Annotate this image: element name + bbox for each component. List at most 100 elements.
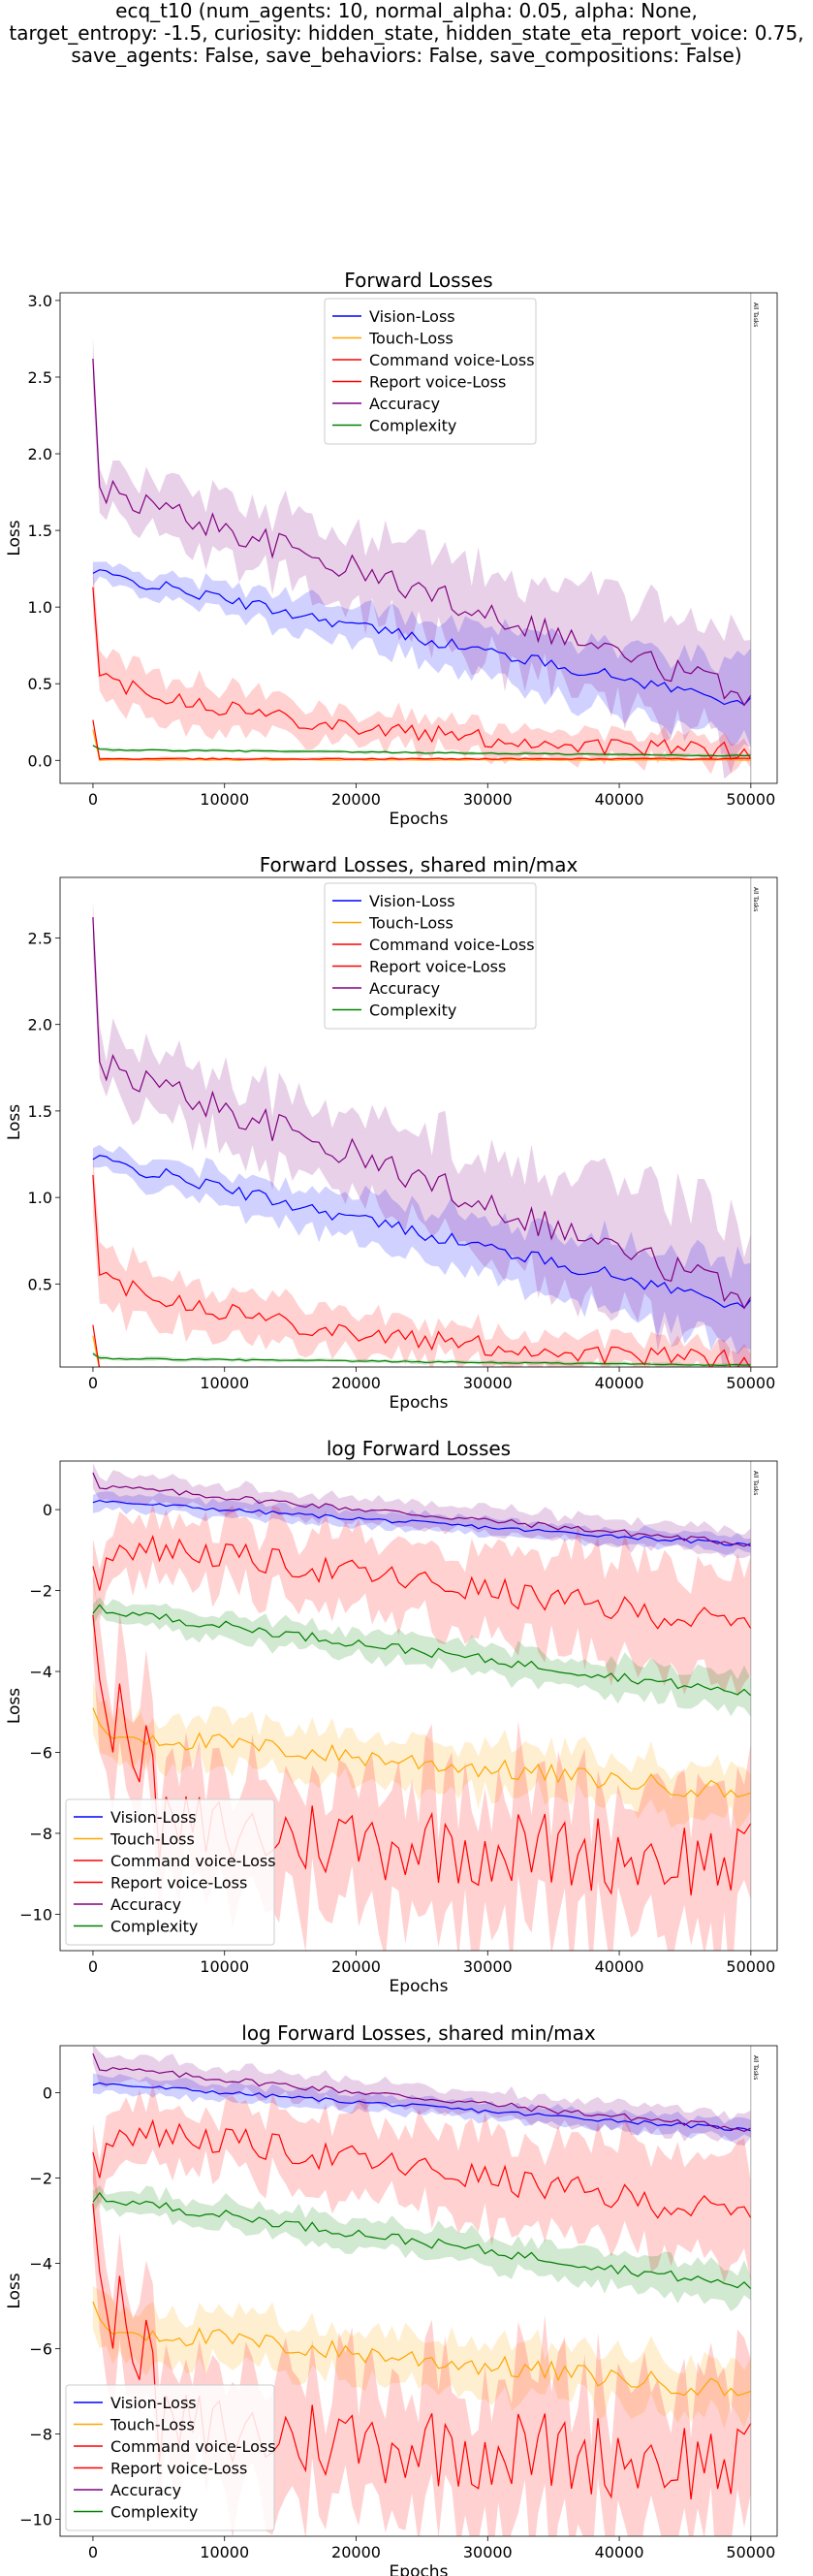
legend-entry: Complexity	[110, 1918, 198, 1936]
y-tick-label: 2.5	[28, 368, 52, 387]
axes-frame	[59, 1460, 778, 1952]
series-line-vision-loss	[92, 569, 752, 706]
band-accuracy	[92, 336, 751, 779]
series-line-complexity	[92, 745, 751, 757]
x-tick-label: 10000	[200, 1957, 249, 1976]
chart-title: Forward Losses, shared min/max	[260, 853, 578, 876]
suptitle-line-2: target_entropy: -1.5, curiosity: hidden_…	[9, 21, 804, 45]
legend-entry: Vision-Loss	[110, 1808, 197, 1827]
band-command-voice-loss	[92, 1152, 751, 1367]
x-axis-label: Epochs	[390, 1977, 449, 1996]
series-line-vision-loss	[92, 1499, 751, 1547]
y-tick-label: 2.0	[28, 1016, 52, 1034]
band-accuracy	[92, 1463, 751, 1559]
x-tick-label: 20000	[331, 1374, 381, 1392]
x-tick-label: 50000	[726, 2543, 775, 2561]
y-tick-label: 1.0	[28, 598, 52, 617]
chart-title: Forward Losses	[344, 269, 492, 292]
axes-frame	[59, 292, 778, 784]
legend-entry: Touch-Loss	[109, 1830, 195, 1849]
series-line-complexity	[92, 2191, 752, 2290]
y-tick-label: −6	[29, 1743, 52, 1762]
y-tick-label: −4	[29, 1663, 52, 1681]
x-tick-label: 30000	[463, 1957, 513, 1976]
x-tick-label: 10000	[200, 2543, 249, 2561]
legend-entry: Accuracy	[369, 979, 440, 998]
figure-suptitle: ecq_t10 (num_agents: 10, normal_alpha: 0…	[0, 0, 813, 67]
series-line-accuracy	[92, 916, 752, 1310]
legend-entry: Accuracy	[110, 1895, 181, 1914]
y-tick-label: 0	[43, 1501, 52, 1519]
series-line-command-voice-loss	[92, 1174, 751, 1367]
legend-entry: Command voice-Loss	[110, 1852, 276, 1870]
legend: Vision-Loss Touch-Loss Command voice-Loss R…	[65, 2384, 276, 2531]
y-tick-label: 1.0	[28, 1189, 52, 1207]
axes-frame	[59, 876, 778, 1368]
x-tick-label: 30000	[463, 1374, 513, 1392]
legend-entry: Accuracy	[110, 2481, 181, 2499]
legend-entry: Report voice-Loss	[110, 1874, 247, 1892]
y-tick-label: −8	[29, 1825, 52, 1843]
subplot-3: All Tasks log Forward Losses 0 10000 20000 30…	[5, 1437, 778, 1996]
series-line-complexity	[92, 1604, 752, 1697]
band-touch-loss	[92, 1679, 751, 1831]
x-tick-label: 10000	[200, 1374, 249, 1392]
x-tick-label: 40000	[595, 2543, 644, 2561]
band-complexity	[92, 2185, 751, 2312]
y-tick-label: −10	[19, 2510, 52, 2528]
y-tick-label: 0.0	[28, 751, 52, 770]
subplot-2: All Tasks Forward Losses, shared min/max 0…	[5, 853, 778, 1413]
x-tick-label: 50000	[726, 790, 775, 809]
y-axis-label: Loss	[5, 2273, 24, 2308]
y-tick-label: −2	[29, 2169, 52, 2187]
vline-label: All Tasks	[752, 887, 759, 911]
y-tick-label: 0.5	[28, 675, 52, 693]
plot-area	[92, 901, 752, 1367]
series-line-vision-loss	[92, 2082, 751, 2132]
series-line-accuracy	[92, 358, 752, 707]
x-tick-label: 20000	[331, 2543, 381, 2561]
x-tick-label: 50000	[726, 1374, 775, 1392]
y-tick-label: −8	[29, 2425, 52, 2443]
y-tick-label: 0.5	[28, 1275, 52, 1293]
series-line-command-voice-loss	[92, 587, 752, 760]
legend-entry: Vision-Loss	[110, 2394, 197, 2412]
x-tick-label: 10000	[200, 790, 249, 809]
x-tick-label: 50000	[726, 1957, 775, 1976]
legend-entry: Touch-Loss	[368, 914, 453, 933]
series-line-complexity	[92, 1352, 751, 1366]
band-vision-loss	[92, 2073, 751, 2142]
band-accuracy	[92, 901, 751, 1367]
band-command-voice-loss	[92, 2083, 751, 2283]
series-line-accuracy	[92, 1472, 752, 1547]
vline-label: All Tasks	[752, 302, 759, 327]
x-tick-label: 30000	[463, 2543, 513, 2561]
band-vision-loss	[92, 1144, 751, 1355]
suptitle-line-1: ecq_t10 (num_agents: 10, normal_alpha: 0…	[115, 0, 698, 22]
y-tick-label: −4	[29, 2254, 52, 2273]
series-line-accuracy	[92, 2052, 752, 2132]
band-complexity	[92, 1597, 751, 1717]
x-tick-label: 0	[88, 1957, 98, 1976]
series-line-report-voice-loss	[92, 719, 751, 760]
legend-box	[324, 882, 537, 1030]
x-tick-label: 40000	[595, 1374, 644, 1392]
band-command-voice-loss	[92, 1503, 751, 1697]
legend-entry: Complexity	[110, 2503, 198, 2522]
legend-entry: Complexity	[369, 1002, 456, 1020]
y-tick-label: 1.5	[28, 1102, 52, 1121]
x-tick-label: 0	[88, 790, 98, 809]
y-tick-label: 0	[43, 2083, 52, 2102]
legend: Vision-Loss Touch-Loss Command voice-Loss R…	[324, 882, 537, 1030]
band-command-voice-loss	[92, 564, 751, 775]
x-axis-label: Epochs	[390, 1393, 449, 1413]
subplot-1: All Tasks Forward Losses 0 10000 20000 30000 4…	[5, 269, 778, 829]
legend-entry: Vision-Loss	[369, 892, 455, 910]
legend-box	[65, 1798, 275, 1946]
band-vision-loss	[92, 1491, 751, 1555]
legend-entry: Command voice-Loss	[110, 2437, 276, 2456]
series-line-touch-loss	[92, 729, 751, 761]
y-tick-label: 2.0	[28, 445, 52, 463]
chart-title: log Forward Losses, shared min/max	[241, 2021, 596, 2045]
